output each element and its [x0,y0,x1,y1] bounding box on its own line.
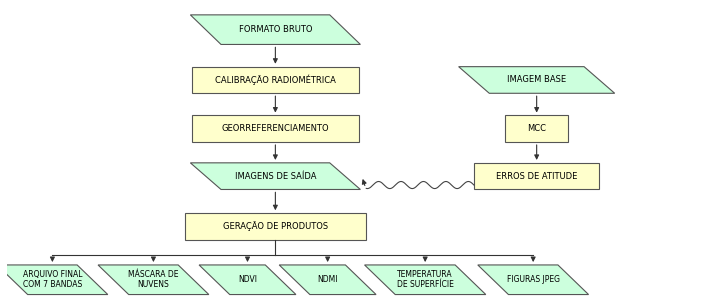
Polygon shape [191,163,360,189]
Text: CALIBRAÇÃO RADIOMÉTRICA: CALIBRAÇÃO RADIOMÉTRICA [215,75,336,85]
Text: NDMI: NDMI [317,275,338,284]
Text: FORMATO BRUTO: FORMATO BRUTO [239,25,312,34]
Text: ARQUIVO FINAL
COM 7 BANDAS: ARQUIVO FINAL COM 7 BANDAS [23,270,82,289]
Text: NDVI: NDVI [238,275,257,284]
Polygon shape [199,265,296,294]
Polygon shape [98,265,209,294]
Polygon shape [365,265,486,294]
Text: MÁSCARA DE
NUVENS: MÁSCARA DE NUVENS [128,270,178,289]
Text: FIGURAS JPEG: FIGURAS JPEG [507,275,560,284]
Text: IMAGENS DE SAÍDA: IMAGENS DE SAÍDA [235,172,316,181]
Polygon shape [191,15,360,44]
Text: IMAGEM BASE: IMAGEM BASE [507,76,566,85]
Bar [474,163,599,189]
Polygon shape [478,265,589,294]
Bar [192,67,359,93]
Bar [192,115,359,142]
Polygon shape [459,67,615,93]
Polygon shape [0,265,108,294]
Bar [185,213,366,240]
Text: TEMPERATURA
DE SUPERFÍCIE: TEMPERATURA DE SUPERFÍCIE [397,270,454,289]
Polygon shape [279,265,376,294]
Bar [506,115,568,142]
Text: ERROS DE ATITUDE: ERROS DE ATITUDE [496,172,577,181]
Text: GERAÇÃO DE PRODUTOS: GERAÇÃO DE PRODUTOS [223,222,328,231]
Text: MCC: MCC [527,124,546,133]
Text: GEORREFERENCIAMENTO: GEORREFERENCIAMENTO [222,124,329,133]
